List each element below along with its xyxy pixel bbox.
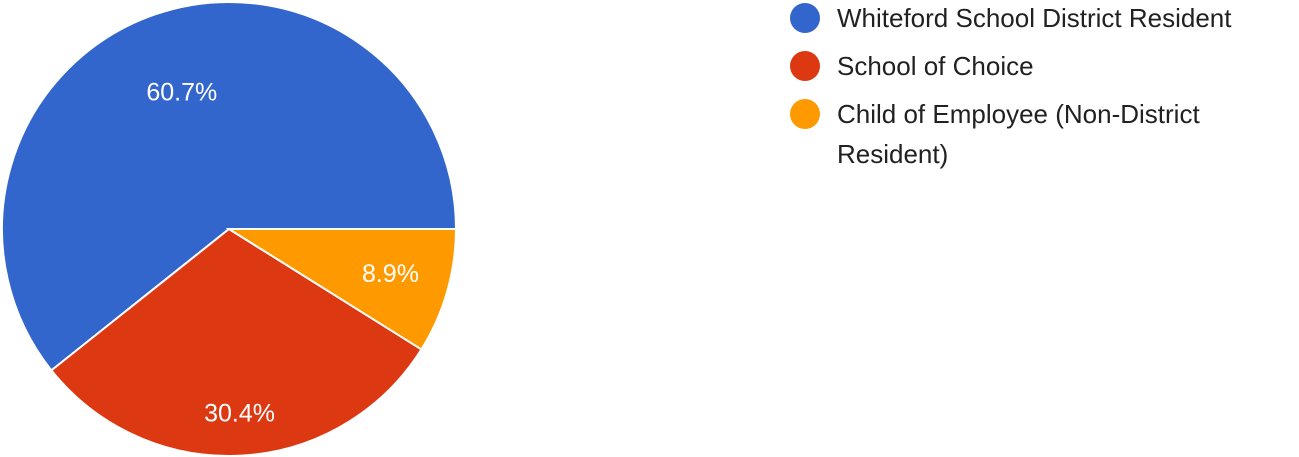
legend-swatch-orange xyxy=(790,99,820,129)
legend-item-school-of-choice: School of Choice xyxy=(790,46,1295,86)
legend-label: Whiteford School District Resident xyxy=(837,3,1232,33)
slice-percent-label-1: 30.4% xyxy=(204,399,275,427)
legend-label: Child of Employee (Non-District Resident… xyxy=(837,99,1200,169)
legend-item-child-of-employee: Child of Employee (Non-District Resident… xyxy=(790,94,1295,174)
pie-chart: 60.7% 30.4% 8.9% xyxy=(1,1,458,457)
legend-item-whiteford-resident: Whiteford School District Resident xyxy=(790,0,1295,38)
pie-slice-2 xyxy=(225,228,458,351)
slice-percent-label-0: 60.7% xyxy=(146,79,217,107)
legend-label: School of Choice xyxy=(837,51,1034,81)
legend-swatch-blue xyxy=(790,3,820,33)
pie-slice-1 xyxy=(49,227,423,457)
slice-percent-label-2: 8.9% xyxy=(362,260,419,288)
legend: Whiteford School District Resident Schoo… xyxy=(790,0,1295,182)
pie-slice-0 xyxy=(1,1,458,372)
legend-swatch-red xyxy=(790,51,820,81)
